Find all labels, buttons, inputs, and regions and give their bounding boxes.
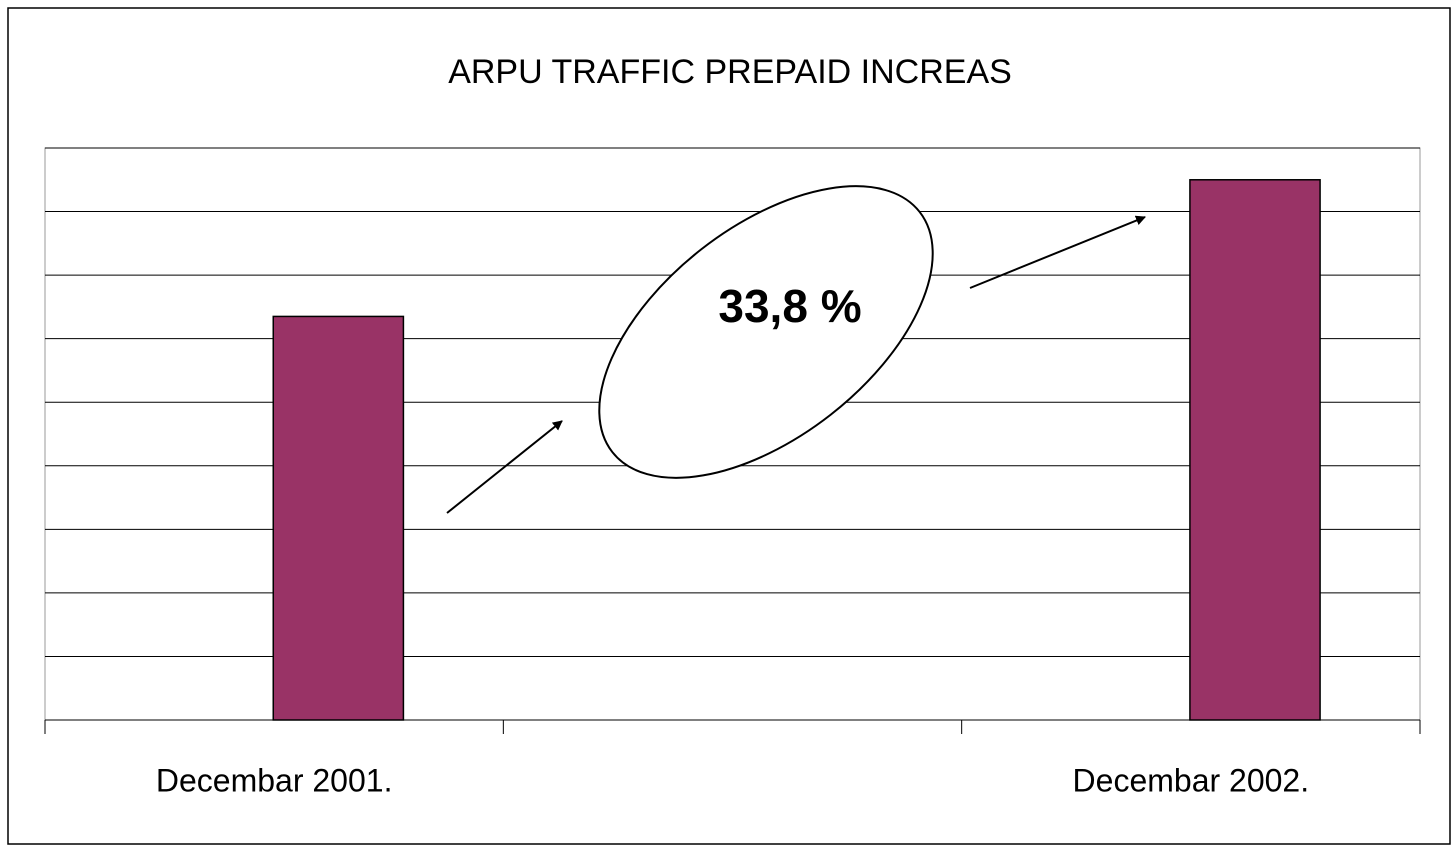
x-tick-label: Decembar 2001. <box>156 762 393 798</box>
callout-ellipse <box>598 185 934 479</box>
bar <box>1189 179 1321 721</box>
arrow <box>446 420 563 514</box>
chart-title: ARPU TRAFFIC PREPAID INCREAS <box>448 53 1012 91</box>
annotation: 33,8 % <box>718 280 861 332</box>
bar <box>272 315 405 721</box>
x-tick-label: Decembar 2002. <box>1073 762 1310 798</box>
arrow <box>969 215 1146 289</box>
marks: Decembar 2001. Decembar 2002. <box>44 147 1421 798</box>
